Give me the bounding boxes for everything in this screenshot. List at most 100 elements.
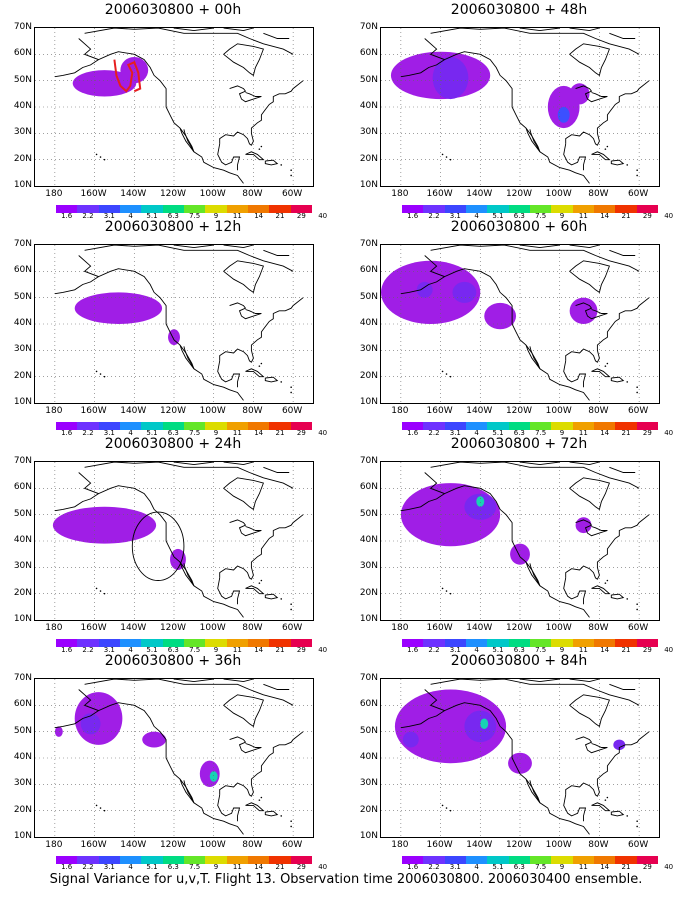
island-dot (604, 799, 607, 801)
colorbar-swatch (423, 422, 445, 430)
map-panel: 2006030800 + 84h 70N 60N 50N 40N 30N 20N 10N 180… (346, 651, 692, 871)
colorbar-tick-label: 2.2 (428, 863, 440, 871)
longitude-tick-label: 160W (426, 623, 453, 633)
island-dot (258, 365, 261, 367)
map-frame (380, 27, 660, 187)
latitude-tick-label: 60N (359, 699, 378, 710)
latitude-tick-label: 50N (359, 74, 378, 85)
colorbar-ticks: 1.6 2.2 3.1 4 5.1 6.3 7.5 9 11 14 21 29 40 (56, 429, 327, 439)
colorbar-tick-label: 2.2 (428, 212, 440, 220)
colorbar-ticks: 1.6 2.2 3.1 4 5.1 6.3 7.5 9 11 14 21 29 40 (56, 863, 327, 873)
colorbar-tick-label: 21 (275, 429, 285, 437)
colorbar-swatch (77, 856, 99, 864)
island-dot (99, 807, 102, 809)
coastline (430, 462, 640, 489)
island-dot (260, 579, 263, 582)
colorbar-swatch (247, 205, 270, 213)
island-dot (449, 592, 452, 595)
colorbar-swatch (205, 422, 227, 430)
latitude-tick-label: 60N (13, 265, 32, 276)
coastline (610, 376, 625, 383)
longitude-tick-label: 60W (281, 189, 303, 199)
colorbar-tick-label: 6.3 (513, 429, 525, 437)
colorbar-swatch (402, 422, 424, 430)
island-dot (290, 825, 292, 828)
colorbar-tick-label: 4 (474, 212, 479, 220)
colorbar-tick-label: 29 (642, 863, 652, 871)
colorbar-tick-label: 11 (578, 429, 588, 437)
latitude-tick-label: 70N (13, 239, 32, 249)
colorbar-tick-label: 3.1 (103, 429, 115, 437)
colorbar-swatch (77, 205, 99, 213)
coastline (591, 368, 611, 378)
coastline (264, 593, 279, 600)
coastline (563, 577, 587, 605)
coastline (569, 462, 600, 466)
colorbar-swatch (423, 639, 445, 647)
coastline (229, 519, 262, 537)
variance-contour (209, 771, 218, 782)
colorbar-tick-label: 21 (275, 646, 285, 654)
longitude-tick-label: 160W (426, 189, 453, 199)
colorbar-swatch (205, 205, 227, 213)
coastline (263, 466, 290, 473)
coastline (223, 245, 254, 249)
coastline (264, 159, 279, 166)
coastline (217, 794, 241, 822)
latitude-tick-label: 10N (13, 831, 32, 841)
colorbar-swatch (162, 422, 184, 430)
colorbar-swatch (465, 856, 488, 864)
colorbar-swatch (465, 422, 488, 430)
colorbar-tick-label: 3.1 (103, 863, 115, 871)
colorbar-tick-label: 21 (275, 212, 285, 220)
coastline (569, 694, 610, 728)
colorbar-swatch (269, 422, 291, 430)
colorbar-swatch (119, 856, 142, 864)
colorbar-tick-label: 9 (559, 429, 565, 437)
coastline (430, 245, 640, 272)
variance-contour (72, 70, 137, 97)
island-dot (626, 815, 629, 817)
colorbar-swatch (183, 856, 206, 864)
colorbar-swatch (119, 205, 142, 213)
colorbar-tick-label: 3.1 (103, 212, 115, 220)
map-panel: 2006030800 + 36h 70N 60N 50N 40N 30N 20N 10N 180… (0, 651, 346, 871)
island-dot (290, 820, 292, 822)
island-dot (280, 815, 283, 817)
colorbar-swatch (56, 205, 78, 213)
longitude-tick-label: 100W (545, 406, 572, 416)
longitude-tick-label: 120W (159, 189, 187, 199)
latitude-tick-label: 10N (13, 180, 32, 190)
coastline (519, 245, 560, 249)
colorbar-swatch (572, 205, 594, 213)
coastline (263, 249, 290, 256)
coastline (519, 679, 560, 683)
latitude-tick-label: 70N (13, 456, 32, 466)
colorbar-swatch (290, 639, 312, 647)
colorbar-swatch (487, 856, 509, 864)
variance-contour (569, 83, 590, 105)
coastline (565, 514, 650, 580)
coastline (424, 38, 590, 184)
colorbar-swatch (551, 205, 573, 213)
colorbar-tick-label: 40 (664, 429, 674, 437)
colorbar (402, 205, 658, 213)
latitude-tick-label: 50N (359, 725, 378, 736)
coastline (173, 28, 214, 32)
coastline (519, 462, 560, 466)
longitude-tick-label: 60W (627, 840, 649, 850)
colorbar-tick-label: 29 (642, 646, 652, 654)
colorbar-ticks: 1.6 2.2 3.1 4 5.1 6.3 7.5 9 11 14 21 29 40 (402, 429, 673, 439)
variance-contour (480, 718, 489, 730)
island-dot (280, 598, 283, 600)
island-dot (636, 169, 638, 171)
colorbar-tick-label: 1.6 (407, 646, 419, 654)
coastline (525, 561, 541, 587)
island-dot (258, 582, 261, 584)
latitude-tick-label: 70N (359, 673, 378, 683)
longitude-tick-label: 60W (627, 406, 649, 416)
latitude-tick-label: 60N (13, 48, 32, 59)
colorbar-swatch (141, 205, 163, 213)
coastline (591, 585, 611, 595)
